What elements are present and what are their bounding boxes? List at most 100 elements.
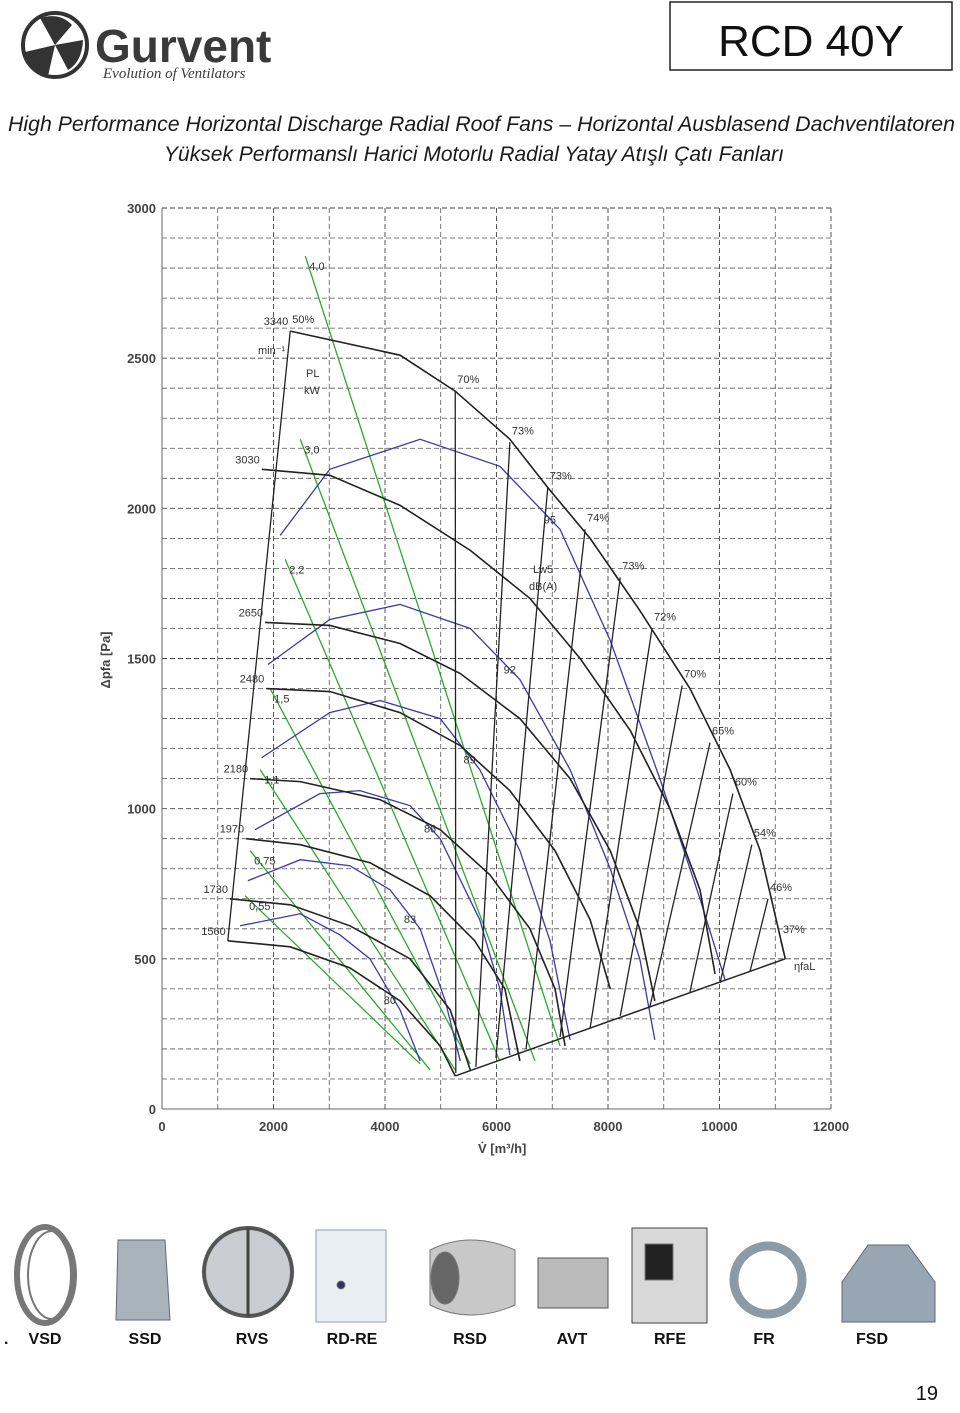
power-lines: [304, 255, 561, 1047]
power-lines: [259, 769, 456, 1071]
x-tick-label: 12000: [813, 1119, 849, 1134]
efficiency-label: 73%: [550, 470, 572, 482]
x-tick-label: 4000: [371, 1119, 400, 1134]
efficiency-label: 72%: [654, 611, 676, 623]
efficiency-lines: [525, 529, 586, 1050]
power-lines: [299, 439, 536, 1062]
accessory-label: AVT: [557, 1331, 588, 1348]
efficiency-label: 70%: [684, 669, 706, 681]
efficiency-label: 65%: [712, 726, 734, 738]
series: [261, 468, 716, 974]
accessory-label: VSD: [29, 1331, 62, 1348]
logo: Gurvent Evolution of Ventilators: [21, 11, 271, 82]
efficiency-label: 73%: [512, 425, 534, 437]
power-label: 3,0: [304, 444, 319, 456]
noise-label: 92: [504, 665, 516, 677]
accessory-labels: VSD SSD RVS RD-RE RSD AVT RFE FR FSD: [29, 1331, 888, 1348]
y-tick-label: 0: [149, 1102, 156, 1117]
annotation: PL: [306, 368, 319, 380]
x-axis-label: V̇ [m³/h]: [478, 1141, 526, 1156]
efficiency-lines: [475, 442, 511, 1067]
noise-label: 95: [544, 514, 556, 526]
series: [266, 687, 611, 990]
series: [250, 777, 566, 1047]
efficiency-lines: [719, 844, 753, 984]
speed-label: 3340: [264, 316, 288, 328]
efficiency-lines: [227, 331, 291, 941]
efficiency-lines: [495, 487, 549, 1059]
noise-label: 83: [404, 914, 416, 926]
noise-label: 80: [384, 995, 396, 1007]
speed-label: 1970: [220, 824, 244, 836]
efficiency-lines: [649, 742, 711, 1008]
noise-curves: [261, 699, 571, 1041]
series: [229, 897, 472, 1071]
annotation: dB(A): [529, 581, 557, 593]
noise-curves: [254, 789, 511, 1056]
subtitle: Yüksek Performanslı Harici Motorlu Radia…: [164, 143, 784, 166]
efficiency-label: 73%: [622, 560, 644, 572]
x-tick-label: 8000: [594, 1119, 623, 1134]
speed-label: 1560: [201, 926, 225, 938]
title: High Performance Horizontal Discharge Ra…: [8, 113, 955, 136]
series: [227, 940, 456, 1077]
accessory-lead: .: [4, 1331, 8, 1348]
speed-label: 3030: [235, 454, 259, 466]
series: [265, 621, 656, 1002]
noise-curves: [267, 603, 656, 1041]
efficiency-label: 70%: [457, 374, 479, 386]
speed-label: 2480: [240, 674, 264, 686]
y-tick-label: 3000: [127, 201, 156, 216]
efficiency-lines: [619, 685, 683, 1017]
accessory-label: RSD: [453, 1331, 487, 1348]
speed-label: 1730: [204, 884, 228, 896]
efficiency-label: 50%: [292, 314, 314, 326]
y-tick-label: 1000: [127, 802, 156, 817]
speed-label: 2180: [224, 764, 248, 776]
efficiency-lines: [749, 898, 769, 972]
y-tick-label: 500: [134, 952, 156, 967]
series: [290, 330, 787, 960]
efficiency-lines: [589, 628, 653, 1029]
annotation: Lw5: [533, 564, 553, 576]
accessory-label: FSD: [856, 1331, 888, 1348]
noise-label: 89: [464, 755, 476, 767]
y-tick-label: 1500: [127, 652, 156, 667]
y-axis-label: Δpfa [Pa]: [98, 631, 113, 688]
power-lines: [269, 688, 471, 1065]
noise-curves: [247, 859, 461, 1062]
efficiency-label: 60%: [735, 777, 757, 789]
efficiency-label: 54%: [754, 828, 776, 840]
accessory-label: RVS: [236, 1331, 269, 1348]
efficiency-label: 74%: [587, 512, 609, 524]
speed-label: 2650: [239, 607, 263, 619]
noise-curves: [279, 438, 726, 981]
x-tick-label: 0: [158, 1119, 165, 1134]
efficiency-lines: [689, 793, 734, 993]
power-lines: [284, 559, 501, 1062]
noise-curves: [239, 913, 421, 1062]
power-label: 2,2: [289, 564, 304, 576]
annotation: kW: [304, 385, 321, 397]
x-tick-label: 10000: [701, 1119, 737, 1134]
efficiency-label: 37%: [783, 924, 805, 936]
efficiency-label: 46%: [770, 882, 792, 894]
page-number: 19: [916, 1383, 938, 1405]
brand: Gurvent: [95, 20, 271, 72]
x-tick-label: 6000: [482, 1119, 511, 1134]
tagline: Evolution of Ventilators: [102, 66, 246, 82]
y-tick-label: 2000: [127, 501, 156, 516]
efficiency-lines: [454, 391, 457, 1073]
annotation: ηfaL: [794, 961, 815, 973]
accessory-label: FR: [753, 1331, 775, 1348]
accessory-label: SSD: [129, 1331, 162, 1348]
accessory-icons: [14, 1224, 936, 1326]
annotation: min⁻¹: [258, 345, 286, 357]
power-label: 4,0: [309, 261, 324, 273]
model-box: [669, 1, 953, 71]
model: RCD 40Y: [718, 17, 904, 66]
power-label: 1,5: [274, 694, 289, 706]
series: [246, 837, 521, 1062]
